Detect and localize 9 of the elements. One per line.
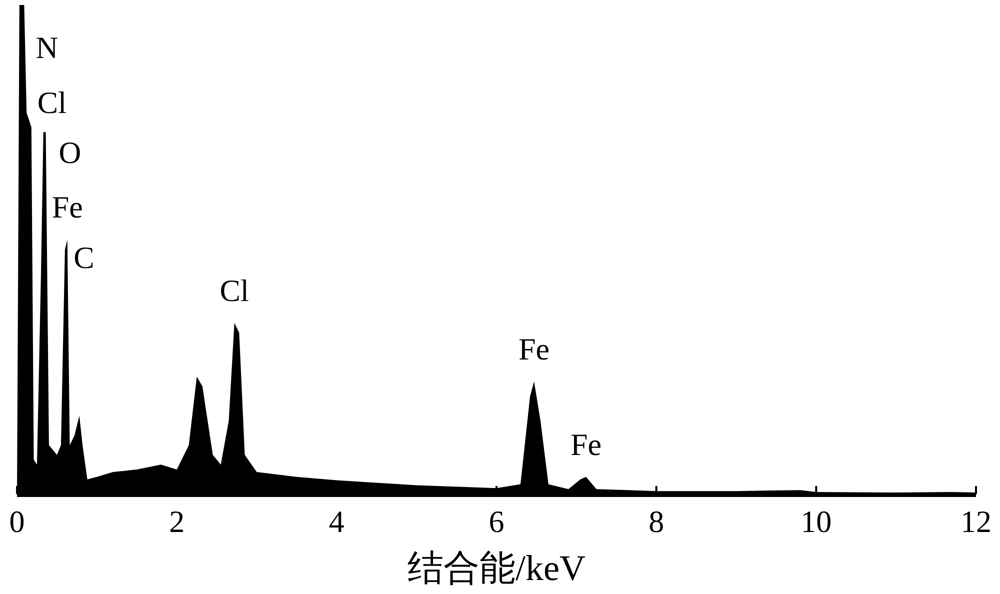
annotation: Fe <box>518 332 550 367</box>
annotation: N <box>36 30 58 65</box>
annotation: C <box>74 240 94 275</box>
annotation: Fe <box>570 426 602 462</box>
annotation: O <box>58 135 82 170</box>
annotation: Fe <box>52 190 83 225</box>
xlabel: 结合能/keV <box>408 548 586 588</box>
annotation: Cl <box>37 85 67 120</box>
annotation: Cl <box>220 272 250 308</box>
